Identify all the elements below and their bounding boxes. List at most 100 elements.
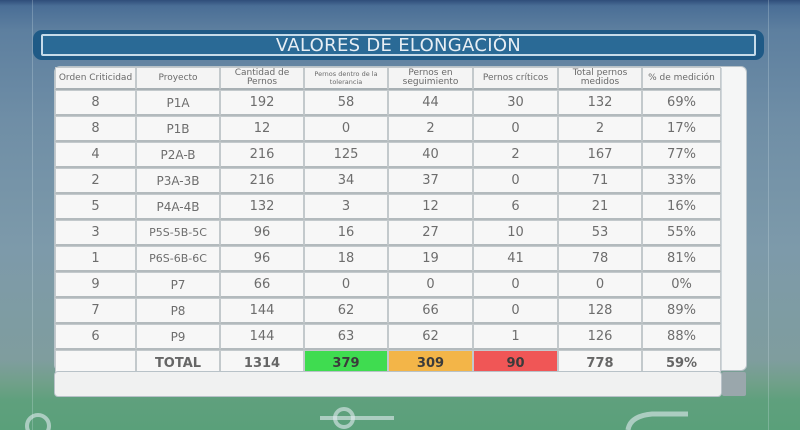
cell-criticos: 0 bbox=[473, 298, 558, 324]
cell-seguimiento: 44 bbox=[388, 90, 473, 116]
vertical-scrollbar[interactable] bbox=[721, 68, 746, 370]
cell-cantidad: 132 bbox=[220, 194, 304, 220]
cell-criticos: 2 bbox=[473, 142, 558, 168]
cell-total: 126 bbox=[558, 324, 642, 350]
cell-dentro: 16 bbox=[304, 220, 388, 246]
cell-criticos: 10 bbox=[473, 220, 558, 246]
cell-dentro: 0 bbox=[304, 272, 388, 298]
cell-total: 21 bbox=[558, 194, 642, 220]
cell-cantidad: 96 bbox=[220, 220, 304, 246]
horizontal-scrollbar[interactable] bbox=[54, 371, 722, 397]
cell-total: 78 bbox=[558, 246, 642, 272]
cell-seguimiento: 62 bbox=[388, 324, 473, 350]
cell-proyecto: P7 bbox=[136, 272, 220, 298]
cell-pct: 55% bbox=[642, 220, 721, 246]
cell-proyecto: P3A-3B bbox=[136, 168, 220, 194]
cell-pct: 0% bbox=[642, 272, 721, 298]
cell-cantidad: 96 bbox=[220, 246, 304, 272]
title-bar: VALORES DE ELONGACIÓN bbox=[33, 30, 764, 60]
cell-pct: 88% bbox=[642, 324, 721, 350]
cell-criticos: 6 bbox=[473, 194, 558, 220]
cell-proyecto: P2A-B bbox=[136, 142, 220, 168]
cell-seguimiento: 12 bbox=[388, 194, 473, 220]
cell-total: 132 bbox=[558, 90, 642, 116]
cell-pct: 33% bbox=[642, 168, 721, 194]
header-cantidad: Cantidad de Pernos bbox=[220, 67, 304, 90]
search-icon bbox=[25, 413, 51, 430]
cell-pct: 77% bbox=[642, 142, 721, 168]
cell-proyecto: P6S-6B-6C bbox=[136, 246, 220, 272]
cell-total: 53 bbox=[558, 220, 642, 246]
cell-seguimiento: 0 bbox=[388, 272, 473, 298]
cell-dentro: 58 bbox=[304, 90, 388, 116]
cell-seguimiento: 19 bbox=[388, 246, 473, 272]
cell-cantidad: 12 bbox=[220, 116, 304, 142]
cell-proyecto: P4A-4B bbox=[136, 194, 220, 220]
cell-dentro: 62 bbox=[304, 298, 388, 324]
cell-orden: 1 bbox=[55, 246, 136, 272]
cell-orden: 5 bbox=[55, 194, 136, 220]
table-row: 8 P1A 192 58 44 30 132 69% bbox=[55, 90, 721, 116]
table-row: 3 P5S-5B-5C 96 16 27 10 53 55% bbox=[55, 220, 721, 246]
cell-seguimiento: 40 bbox=[388, 142, 473, 168]
cell-proyecto: P1B bbox=[136, 116, 220, 142]
cell-orden: 3 bbox=[55, 220, 136, 246]
elongation-table: Orden Criticidad Proyecto Cantidad de Pe… bbox=[55, 67, 721, 377]
cell-seguimiento: 66 bbox=[388, 298, 473, 324]
cell-cantidad: 144 bbox=[220, 298, 304, 324]
cell-cantidad: 66 bbox=[220, 272, 304, 298]
cell-dentro: 0 bbox=[304, 116, 388, 142]
background-line-right bbox=[768, 0, 769, 430]
cell-cantidad: 144 bbox=[220, 324, 304, 350]
cell-pct: 17% bbox=[642, 116, 721, 142]
gauge-icon bbox=[625, 411, 688, 430]
cell-criticos: 0 bbox=[473, 168, 558, 194]
cell-dentro: 63 bbox=[304, 324, 388, 350]
cell-pct: 89% bbox=[642, 298, 721, 324]
cell-orden: 9 bbox=[55, 272, 136, 298]
cell-pct: 16% bbox=[642, 194, 721, 220]
cell-seguimiento: 37 bbox=[388, 168, 473, 194]
title-frame: VALORES DE ELONGACIÓN bbox=[41, 34, 756, 56]
slider-icon bbox=[320, 407, 394, 429]
cell-orden: 8 bbox=[55, 90, 136, 116]
cell-criticos: 0 bbox=[473, 116, 558, 142]
cell-criticos: 0 bbox=[473, 272, 558, 298]
table-row: 5 P4A-4B 132 3 12 6 21 16% bbox=[55, 194, 721, 220]
header-seguimiento: Pernos en seguimiento bbox=[388, 67, 473, 90]
cell-cantidad: 216 bbox=[220, 142, 304, 168]
header-orden: Orden Criticidad bbox=[55, 67, 136, 90]
scroll-corner bbox=[722, 372, 746, 396]
cell-orden: 8 bbox=[55, 116, 136, 142]
header-total: Total pernos medidos bbox=[558, 67, 642, 90]
cell-total: 0 bbox=[558, 272, 642, 298]
cell-criticos: 41 bbox=[473, 246, 558, 272]
panel-title: VALORES DE ELONGACIÓN bbox=[275, 35, 522, 56]
cell-dentro: 34 bbox=[304, 168, 388, 194]
cell-total: 167 bbox=[558, 142, 642, 168]
table-row: 6 P9 144 63 62 1 126 88% bbox=[55, 324, 721, 350]
cell-seguimiento: 27 bbox=[388, 220, 473, 246]
header-criticos: Pernos críticos bbox=[473, 67, 558, 90]
table-row: 4 P2A-B 216 125 40 2 167 77% bbox=[55, 142, 721, 168]
table-row: 1 P6S-6B-6C 96 18 19 41 78 81% bbox=[55, 246, 721, 272]
cell-proyecto: P1A bbox=[136, 90, 220, 116]
cell-orden: 6 bbox=[55, 324, 136, 350]
cell-seguimiento: 2 bbox=[388, 116, 473, 142]
cell-total: 128 bbox=[558, 298, 642, 324]
header-pct: % de medición bbox=[642, 67, 721, 90]
cell-pct: 81% bbox=[642, 246, 721, 272]
cell-total: 2 bbox=[558, 116, 642, 142]
cell-orden: 2 bbox=[55, 168, 136, 194]
table-row: 2 P3A-3B 216 34 37 0 71 33% bbox=[55, 168, 721, 194]
cell-cantidad: 192 bbox=[220, 90, 304, 116]
cell-dentro: 3 bbox=[304, 194, 388, 220]
header-dentro: Pernos dentro de la tolerancia bbox=[304, 67, 388, 90]
cell-orden: 7 bbox=[55, 298, 136, 324]
cell-proyecto: P5S-5B-5C bbox=[136, 220, 220, 246]
table-row: 9 P7 66 0 0 0 0 0% bbox=[55, 272, 721, 298]
cell-proyecto: P8 bbox=[136, 298, 220, 324]
table-header-row: Orden Criticidad Proyecto Cantidad de Pe… bbox=[55, 67, 721, 90]
cell-dentro: 125 bbox=[304, 142, 388, 168]
background-line-left bbox=[32, 0, 33, 430]
